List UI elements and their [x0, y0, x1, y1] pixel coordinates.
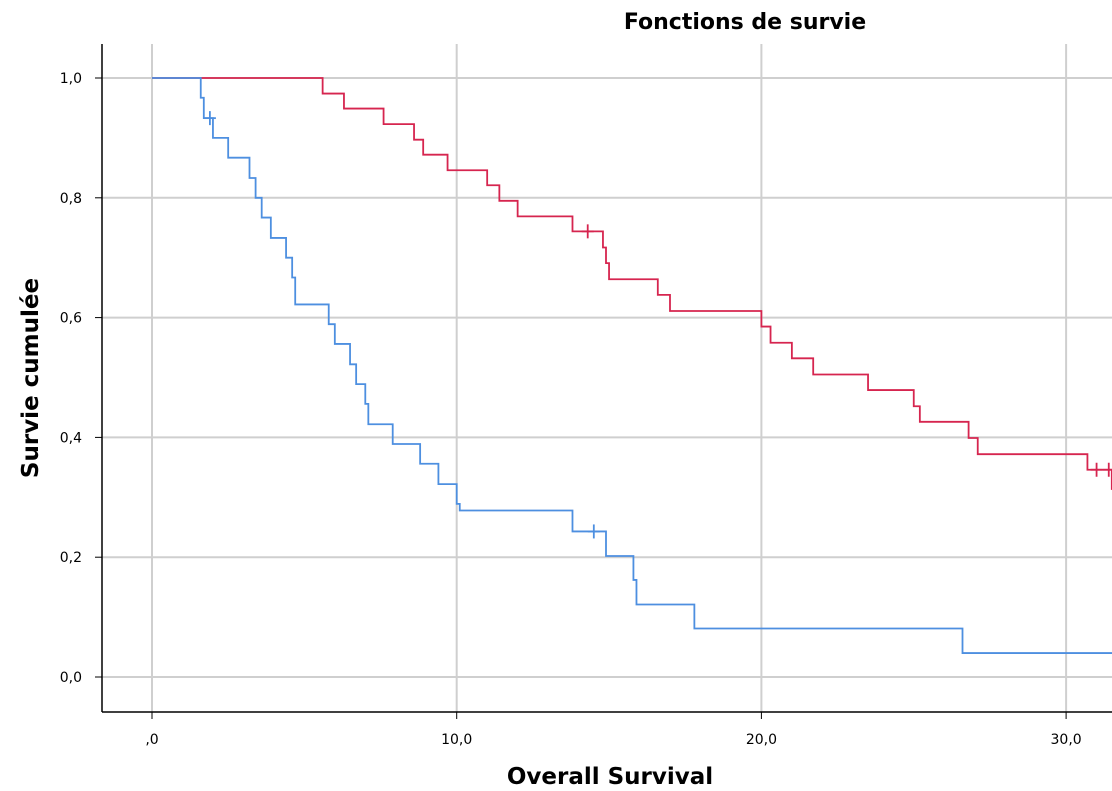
- y-tick-label: 0,4: [60, 430, 82, 446]
- censor-mark: [581, 224, 594, 239]
- y-tick-label: 0,6: [60, 311, 82, 327]
- x-axis-title: Overall Survival: [507, 764, 713, 790]
- chart-title: Fonctions de survie: [623, 10, 867, 35]
- survival-curve-1: [152, 77, 1112, 490]
- tick-labels: ,010,020,030,040,050,060,00,00,20,40,60,…: [60, 71, 1082, 748]
- y-tick-label: 0,0: [60, 670, 82, 686]
- x-tick-label: 30,0: [1051, 732, 1082, 748]
- y-tick-label: 0,2: [60, 550, 82, 566]
- axes: [95, 44, 1112, 719]
- x-tick-label: 20,0: [746, 732, 777, 748]
- survival-curve-2: [152, 77, 1112, 654]
- y-axis-title: Survie cumulée: [18, 278, 44, 478]
- y-tick-label: 1,0: [60, 71, 82, 87]
- series-layer: [152, 77, 1112, 654]
- grid: [102, 44, 1112, 712]
- y-tick-label: 0,8: [60, 191, 82, 207]
- censor-mark: [1102, 462, 1112, 477]
- censor-mark: [587, 524, 600, 539]
- x-tick-label: ,0: [145, 732, 158, 748]
- x-tick-label: 10,0: [441, 732, 472, 748]
- censor-mark: [203, 111, 216, 126]
- censor-mark: [1090, 462, 1103, 477]
